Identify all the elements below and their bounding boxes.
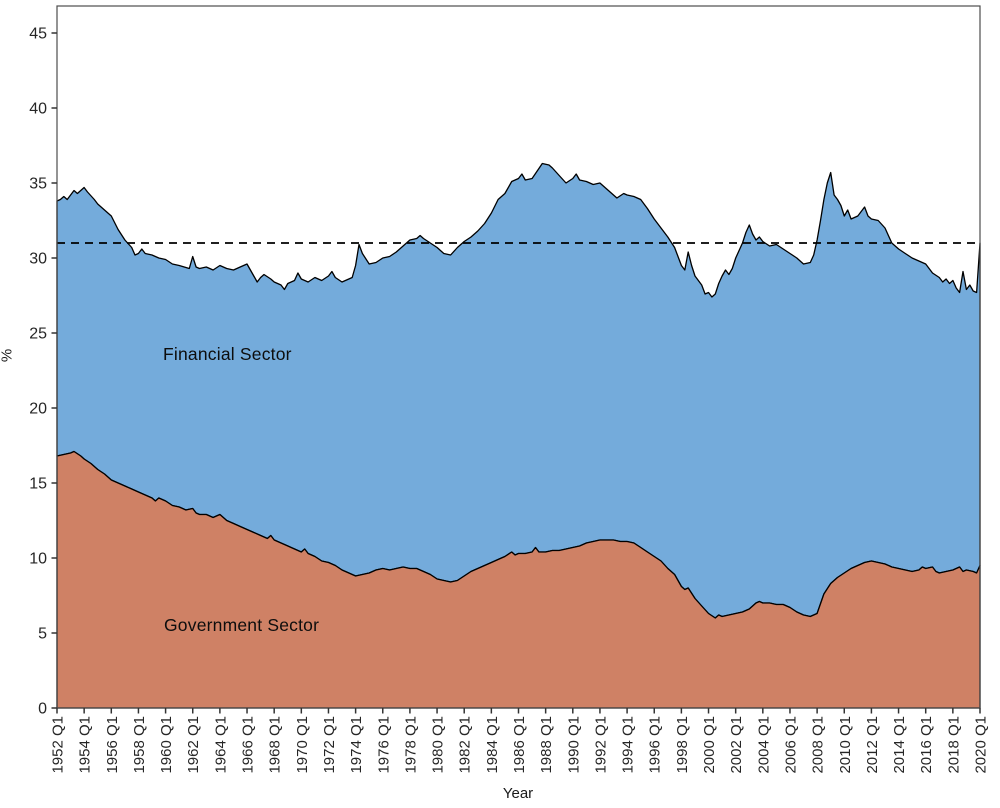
x-tick-label: 2018 Q1 — [945, 716, 962, 774]
x-axis-title: Year — [502, 785, 534, 802]
x-tick-label: 1984 Q1 — [484, 716, 501, 774]
y-tick-label: 40 — [29, 101, 47, 118]
x-tick-label: 1990 Q1 — [565, 716, 582, 774]
x-tick-label: 2000 Q1 — [701, 716, 718, 774]
x-tick-label: 2004 Q1 — [755, 716, 772, 774]
x-tick-label: 2014 Q1 — [891, 716, 908, 774]
x-tick-label: 1976 Q1 — [375, 716, 392, 774]
y-tick-label: 45 — [29, 26, 47, 43]
financial-sector-label: Financial Sector — [163, 344, 292, 364]
y-tick-label: 15 — [29, 476, 47, 493]
x-tick-label: 1974 Q1 — [348, 716, 365, 774]
x-tick-label: 1968 Q1 — [267, 716, 284, 774]
x-tick-label: 1960 Q1 — [158, 716, 175, 774]
x-tick-label: 1964 Q1 — [212, 716, 229, 774]
x-tick-label: 2006 Q1 — [782, 716, 799, 774]
government-sector-area — [56, 450, 981, 709]
x-tick-label: 2016 Q1 — [918, 716, 935, 774]
y-tick-label: 30 — [29, 251, 47, 268]
x-tick-label: 1954 Q1 — [77, 716, 94, 774]
x-tick-label: 1992 Q1 — [592, 716, 609, 774]
x-tick-label: 2020 Q1 — [973, 716, 990, 774]
x-tick-label: 1994 Q1 — [620, 716, 637, 774]
x-tick-label: 1956 Q1 — [104, 716, 121, 774]
x-tick-label: 1982 Q1 — [457, 716, 474, 774]
y-tick-label: 5 — [38, 626, 47, 643]
x-tick-label: 1962 Q1 — [185, 716, 202, 774]
y-tick-label: 25 — [29, 326, 47, 343]
y-tick-label: 0 — [38, 701, 47, 718]
x-tick-label: 1978 Q1 — [402, 716, 419, 774]
x-tick-label: 1966 Q1 — [240, 716, 257, 774]
x-tick-label: 2008 Q1 — [810, 716, 827, 774]
government-sector-label: Government Sector — [164, 615, 320, 635]
x-tick-label: 2002 Q1 — [728, 716, 745, 774]
x-tick-label: 1980 Q1 — [430, 716, 447, 774]
x-tick-label: 2010 Q1 — [837, 716, 854, 774]
y-tick-label: 20 — [29, 401, 47, 418]
x-tick-label: 1972 Q1 — [321, 716, 338, 774]
x-tick-label: 2012 Q1 — [864, 716, 881, 774]
x-tick-label: 1998 Q1 — [674, 716, 691, 774]
x-tick-label: 1996 Q1 — [647, 716, 664, 774]
y-tick-label: 10 — [29, 551, 47, 568]
y-axis-title: % — [0, 348, 16, 363]
x-tick-label: 1986 Q1 — [511, 716, 528, 774]
x-tick-label: 1952 Q1 — [50, 716, 67, 774]
y-tick-label: 35 — [29, 176, 47, 193]
x-tick-label: 1958 Q1 — [131, 716, 148, 774]
x-tick-label: 1988 Q1 — [538, 716, 555, 774]
x-tick-label: 1970 Q1 — [294, 716, 311, 774]
